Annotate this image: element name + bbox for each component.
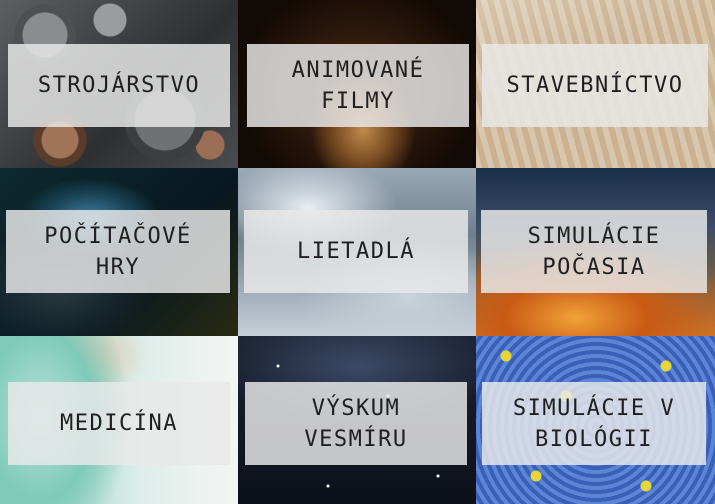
tile-label: ANIMOVANÉ FILMY <box>247 44 469 127</box>
tile-label: SIMULÁCIE V BIOLÓGII <box>482 382 706 465</box>
tile-simulacie-pocasia[interactable]: SIMULÁCIE POČASIA <box>476 168 715 336</box>
tile-medicina[interactable]: MEDICÍNA <box>0 336 238 504</box>
tile-label: LIETADLÁ <box>244 210 468 293</box>
tile-label: SIMULÁCIE POČASIA <box>481 210 707 293</box>
tile-label: STAVEBNÍCTVO <box>482 44 708 127</box>
tile-label: POČÍTAČOVÉ HRY <box>6 210 230 293</box>
tile-label: STROJÁRSTVO <box>8 44 230 127</box>
tile-strojarstvo[interactable]: STROJÁRSTVO <box>0 0 238 168</box>
tile-simulacie-v-biologii[interactable]: SIMULÁCIE V BIOLÓGII <box>476 336 715 504</box>
tile-stavebnictvo[interactable]: STAVEBNÍCTVO <box>476 0 715 168</box>
tile-lietadla[interactable]: LIETADLÁ <box>238 168 476 336</box>
tile-label: MEDICÍNA <box>8 382 230 465</box>
tile-label: VÝSKUM VESMÍRU <box>245 382 467 465</box>
tile-pocitacove-hry[interactable]: POČÍTAČOVÉ HRY <box>0 168 238 336</box>
tile-animovane-filmy[interactable]: ANIMOVANÉ FILMY <box>238 0 476 168</box>
tile-vyskum-vesmiru[interactable]: VÝSKUM VESMÍRU <box>238 336 476 504</box>
